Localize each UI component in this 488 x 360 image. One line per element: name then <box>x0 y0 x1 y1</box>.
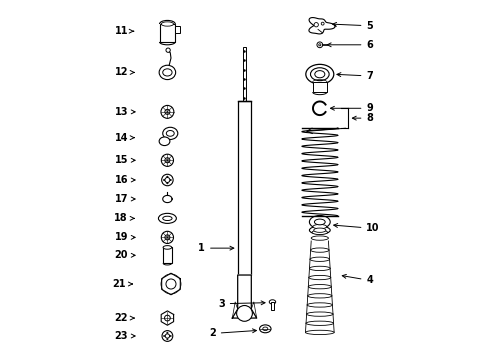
Ellipse shape <box>312 225 326 229</box>
Circle shape <box>236 306 252 321</box>
Circle shape <box>162 330 172 341</box>
Circle shape <box>166 338 168 340</box>
Text: 19: 19 <box>114 232 135 242</box>
Circle shape <box>161 154 173 166</box>
Ellipse shape <box>158 213 176 224</box>
Bar <box>163 247 171 263</box>
Ellipse shape <box>308 284 330 289</box>
Ellipse shape <box>313 228 325 232</box>
Ellipse shape <box>163 127 178 139</box>
Polygon shape <box>308 18 334 34</box>
Text: 7: 7 <box>336 71 372 81</box>
Ellipse shape <box>159 137 169 145</box>
Ellipse shape <box>309 266 329 271</box>
Circle shape <box>165 334 169 338</box>
Circle shape <box>162 174 173 186</box>
Circle shape <box>161 231 173 243</box>
Ellipse shape <box>311 230 327 234</box>
Bar <box>270 302 273 310</box>
Bar <box>243 47 245 101</box>
Circle shape <box>166 332 168 333</box>
Text: 1: 1 <box>198 243 233 253</box>
Circle shape <box>164 177 169 183</box>
Text: 21: 21 <box>112 279 132 289</box>
Circle shape <box>164 315 170 321</box>
Ellipse shape <box>161 22 173 26</box>
Ellipse shape <box>310 248 328 252</box>
Polygon shape <box>232 275 256 318</box>
Circle shape <box>166 176 168 177</box>
Circle shape <box>316 42 322 48</box>
Ellipse shape <box>159 65 175 80</box>
Bar <box>159 24 175 42</box>
Circle shape <box>161 105 174 118</box>
Bar <box>237 101 251 275</box>
Polygon shape <box>162 273 180 295</box>
Ellipse shape <box>314 219 325 225</box>
Text: 3: 3 <box>218 299 264 309</box>
Ellipse shape <box>309 257 329 261</box>
Circle shape <box>321 22 324 25</box>
Ellipse shape <box>309 216 329 228</box>
Text: 9: 9 <box>330 103 372 113</box>
Bar <box>312 82 326 92</box>
Circle shape <box>164 109 169 114</box>
Ellipse shape <box>305 64 333 84</box>
Polygon shape <box>163 195 172 203</box>
Ellipse shape <box>163 69 172 76</box>
Text: 4: 4 <box>342 274 372 285</box>
Ellipse shape <box>310 68 328 81</box>
Circle shape <box>164 235 169 240</box>
Text: 8: 8 <box>352 113 372 123</box>
Bar <box>175 26 180 33</box>
Circle shape <box>163 335 164 337</box>
Polygon shape <box>161 311 173 325</box>
Text: 2: 2 <box>209 328 256 338</box>
Ellipse shape <box>306 303 332 307</box>
Circle shape <box>164 158 169 163</box>
Ellipse shape <box>262 327 267 330</box>
Ellipse shape <box>163 246 171 249</box>
Circle shape <box>166 183 168 184</box>
Text: 6: 6 <box>326 40 372 50</box>
Text: 12: 12 <box>114 67 134 77</box>
Ellipse shape <box>166 131 174 136</box>
Text: 13: 13 <box>114 107 135 117</box>
Circle shape <box>318 44 320 46</box>
Ellipse shape <box>306 312 332 316</box>
Text: 23: 23 <box>114 331 135 341</box>
Text: 22: 22 <box>114 313 134 323</box>
Ellipse shape <box>308 275 330 280</box>
Ellipse shape <box>314 71 324 78</box>
Circle shape <box>163 179 164 181</box>
Ellipse shape <box>163 216 172 221</box>
Text: 10: 10 <box>333 224 379 233</box>
Ellipse shape <box>309 226 329 234</box>
Text: 20: 20 <box>114 250 135 260</box>
Text: 5: 5 <box>332 21 372 31</box>
Ellipse shape <box>305 321 333 325</box>
Circle shape <box>165 279 176 289</box>
Text: 18: 18 <box>114 213 134 223</box>
Text: 14: 14 <box>114 133 134 143</box>
Text: 11: 11 <box>114 26 133 36</box>
Text: 17: 17 <box>114 194 135 204</box>
Ellipse shape <box>305 330 333 334</box>
Text: 15: 15 <box>114 155 135 165</box>
Ellipse shape <box>259 325 270 333</box>
Ellipse shape <box>310 236 328 240</box>
Text: 16: 16 <box>114 175 135 185</box>
Circle shape <box>169 179 171 181</box>
Ellipse shape <box>307 294 331 298</box>
Circle shape <box>313 23 318 27</box>
Circle shape <box>169 335 171 337</box>
Circle shape <box>165 48 170 52</box>
Ellipse shape <box>269 300 275 304</box>
